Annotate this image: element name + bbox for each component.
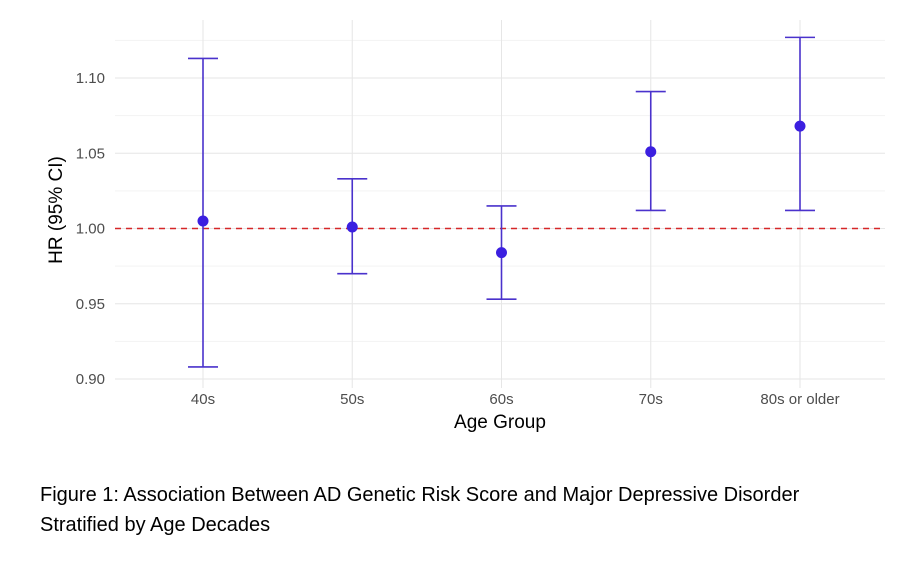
data-point <box>197 215 209 227</box>
x-tick-label: 40s <box>191 391 215 408</box>
chart: 0.90 0.95 1.00 1.05 1.10 40s 50s 60s 70s 80s or … <box>46 20 885 433</box>
y-axis-title: HR (95% CI) <box>46 156 67 264</box>
y-tick-label: 0.95 <box>76 296 105 313</box>
y-tick-label: 1.00 <box>76 221 105 238</box>
error-bars <box>188 36 815 368</box>
grid-minor <box>115 39 885 342</box>
y-tick-label: 1.05 <box>76 145 105 162</box>
x-tick-label: 70s <box>639 391 663 408</box>
x-tick-label: 60s <box>489 391 513 408</box>
data-point <box>645 146 657 158</box>
grid-major <box>115 20 885 388</box>
y-tick-label: 0.90 <box>76 371 105 388</box>
figure-caption: Figure 1: Association Between AD Genetic… <box>40 484 800 536</box>
x-tick-label: 80s or older <box>760 391 839 408</box>
data-points <box>197 120 806 259</box>
x-tick-label: 50s <box>340 391 364 408</box>
x-tick-labels: 40s 50s 60s 70s 80s or older <box>191 391 840 408</box>
x-axis-title: Age Group <box>454 412 546 433</box>
data-point <box>346 221 358 233</box>
y-tick-label: 1.10 <box>76 70 105 87</box>
data-point <box>496 247 507 259</box>
data-point <box>794 120 806 132</box>
y-tick-labels: 0.90 0.95 1.00 1.05 1.10 <box>76 70 105 388</box>
